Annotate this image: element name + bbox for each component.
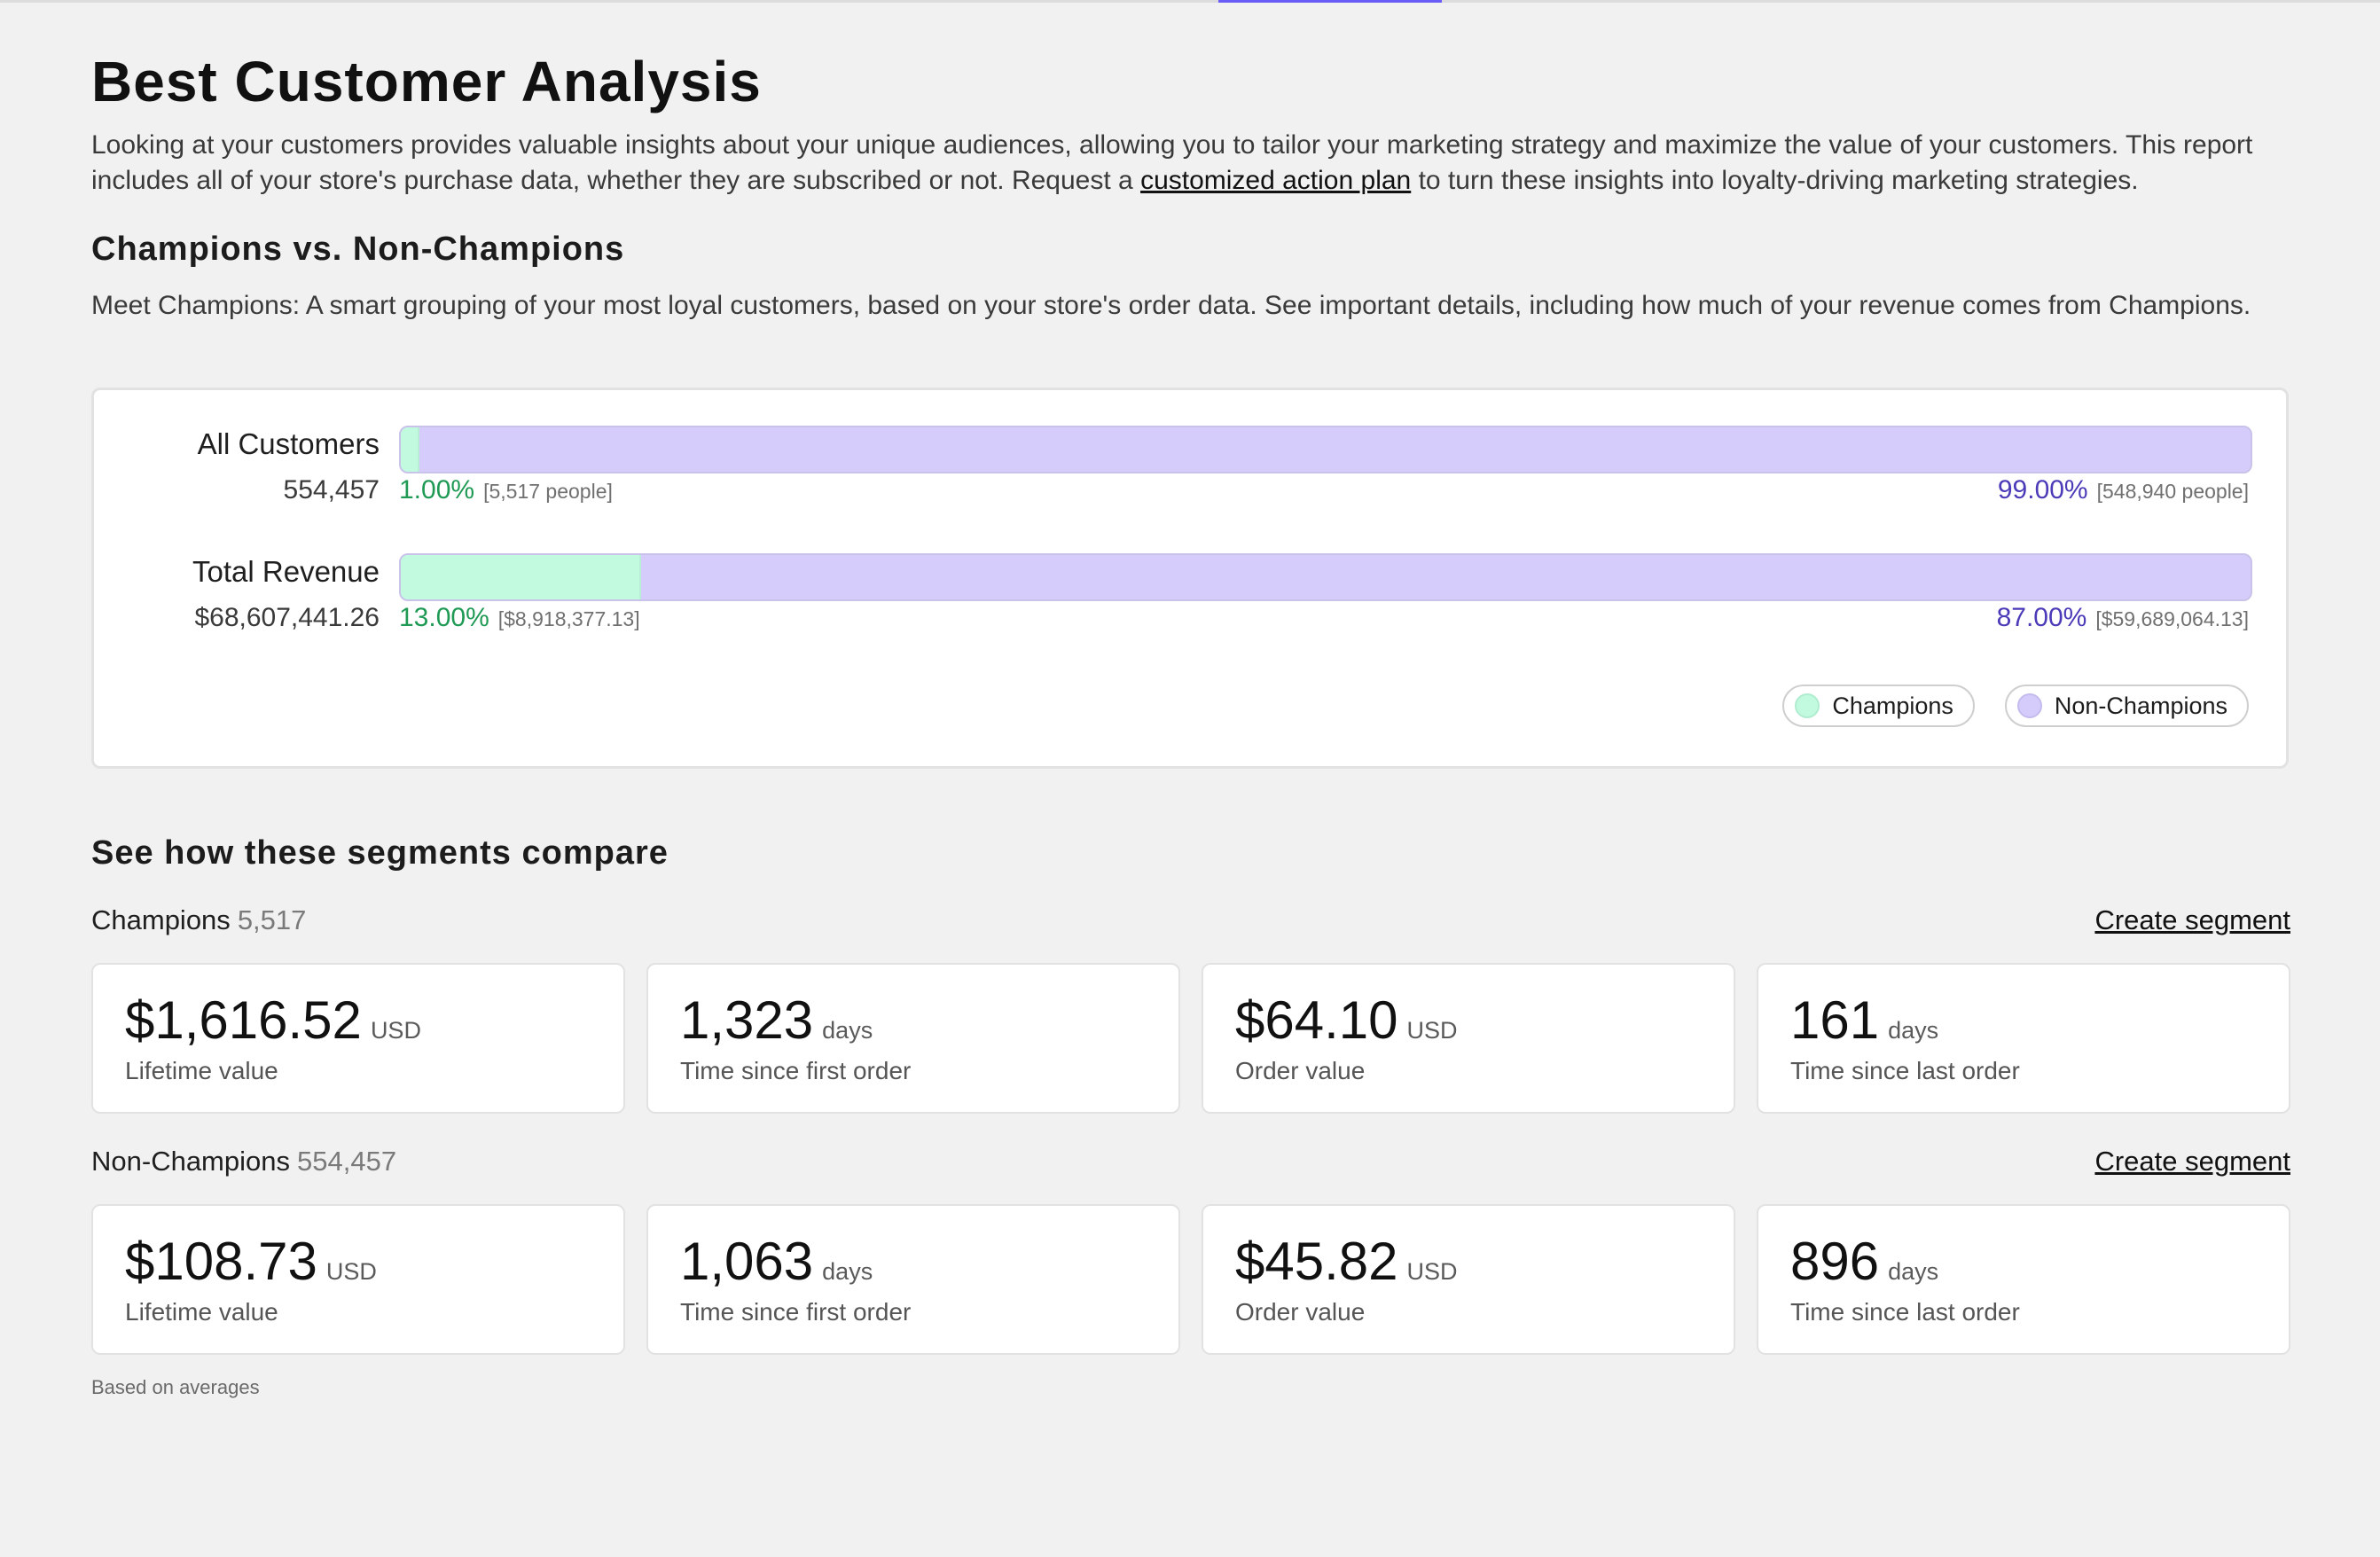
chart-legend: Champions Non-Champions — [1782, 685, 2249, 727]
non-champions-percent: 87.00% — [1996, 603, 2087, 632]
metric-card: 896 days Time since last order — [1757, 1204, 2290, 1355]
non-champions-revenue: [$59,689,064.13] — [2095, 607, 2249, 630]
total-revenue-bar — [399, 553, 2252, 601]
metric-card: $64.10 USD Order value — [1202, 963, 1735, 1114]
metric-value: 896 — [1790, 1232, 1880, 1291]
metric-label: Time since first order — [680, 1057, 912, 1084]
metric-value: $64.10 — [1235, 990, 1398, 1050]
metric-label: Time since last order — [1790, 1298, 2020, 1326]
metric-value: 1,063 — [680, 1232, 814, 1291]
all-customers-champions-fill — [401, 427, 419, 472]
page-title: Best Customer Analysis — [91, 50, 762, 113]
total-revenue-non-champions-share: 87.00% [$59,689,064.13] — [1997, 603, 2249, 633]
total-revenue-total: $68,607,441.26 — [194, 603, 380, 632]
total-revenue-champions-fill — [401, 555, 642, 599]
metric-card: $108.73 USD Lifetime value — [91, 1204, 625, 1355]
legend-champions[interactable]: Champions — [1782, 685, 1975, 727]
champions-people: [5,517 people] — [483, 480, 613, 503]
customized-action-plan-link[interactable]: customized action plan — [1140, 166, 1412, 195]
segment-name: Champions — [91, 904, 231, 935]
metric-unit: days — [822, 1258, 873, 1285]
all-customers-bar — [399, 426, 2252, 473]
metric-unit: days — [822, 1017, 873, 1044]
metric-unit: days — [1888, 1017, 1939, 1044]
segment-name: Non-Champions — [91, 1146, 290, 1177]
compare-heading: See how these segments compare — [91, 834, 669, 872]
champions-metrics: $1,616.52 USD Lifetime value 1,323 days Ti… — [91, 963, 2290, 1114]
non-champions-percent: 99.00% — [1997, 475, 2088, 505]
active-tab-indicator — [1218, 0, 1442, 3]
segment-count: 5,517 — [237, 904, 307, 935]
metric-value: $45.82 — [1235, 1232, 1398, 1291]
legend-non-champions[interactable]: Non-Champions — [2004, 685, 2249, 727]
legend-non-champions-label: Non-Champions — [2054, 692, 2227, 719]
metric-card: 1,323 days Time since first order — [646, 963, 1180, 1114]
metric-value: $108.73 — [125, 1232, 317, 1291]
intro-paragraph: Looking at your customers provides valua… — [91, 128, 2290, 199]
metric-label: Order value — [1235, 1057, 1366, 1084]
metric-label: Time since last order — [1790, 1057, 2020, 1084]
non-champions-people: [548,940 people] — [2096, 480, 2249, 503]
report-page: Best Customer Analysis Looking at your c… — [91, 46, 2290, 1399]
champions-segment-header: Champions 5,517 Create segment — [91, 904, 2290, 940]
metric-unit: days — [1888, 1258, 1939, 1285]
metric-label: Lifetime value — [125, 1298, 278, 1326]
metric-unit: USD — [1406, 1258, 1458, 1285]
metric-card: $1,616.52 USD Lifetime value — [91, 963, 625, 1114]
metric-card: 1,063 days Time since first order — [646, 1204, 1180, 1355]
create-segment-link[interactable]: Create segment — [2094, 1146, 2290, 1177]
non-champions-swatch-icon — [2016, 693, 2042, 718]
metric-unit: USD — [1406, 1017, 1458, 1044]
intro-text-end: to turn these insights into loyalty-driv… — [1411, 166, 2139, 195]
total-revenue-champions-share: 13.00% [$8,918,377.13] — [399, 603, 640, 633]
metric-value: 161 — [1790, 990, 1880, 1050]
champions-percent: 1.00% — [399, 475, 475, 505]
metric-value: 1,323 — [680, 990, 814, 1050]
champions-description: Meet Champions: A smart grouping of your… — [91, 291, 2251, 320]
intro-text-start: Looking at your customers provides valua… — [91, 130, 2253, 195]
breakdown-card: All Customers 554,457 1.00% [5,517 people… — [91, 387, 2289, 769]
metric-card: $45.82 USD Order value — [1202, 1204, 1735, 1355]
metric-unit: USD — [370, 1017, 421, 1044]
metric-value: $1,616.52 — [125, 990, 362, 1050]
non-champions-segment-header: Non-Champions 554,457 Create segment — [91, 1146, 2290, 1181]
legend-champions-label: Champions — [1832, 692, 1953, 719]
averages-footnote: Based on averages — [91, 1376, 260, 1398]
all-customers-non-champions-share: 99.00% [548,940 people] — [1998, 475, 2249, 505]
metric-label: Order value — [1235, 1298, 1366, 1326]
champions-revenue: [$8,918,377.13] — [497, 607, 640, 630]
metric-card: 161 days Time since last order — [1757, 963, 2290, 1114]
champions-swatch-icon — [1795, 693, 1820, 718]
create-segment-link[interactable]: Create segment — [2094, 904, 2290, 935]
all-customers-total: 554,457 — [283, 475, 380, 505]
segment-count: 554,457 — [297, 1146, 397, 1177]
all-customers-champions-share: 1.00% [5,517 people] — [399, 475, 613, 505]
top-progress-line — [0, 0, 2380, 3]
non-champions-metrics: $108.73 USD Lifetime value 1,063 days Time… — [91, 1204, 2290, 1355]
all-customers-label: All Customers — [197, 427, 380, 460]
metric-label: Time since first order — [680, 1298, 912, 1326]
metric-label: Lifetime value — [125, 1057, 278, 1084]
champions-vs-non-champions-heading: Champions vs. Non-Champions — [91, 231, 625, 268]
total-revenue-label: Total Revenue — [192, 555, 380, 588]
metric-unit: USD — [325, 1258, 377, 1285]
champions-percent: 13.00% — [399, 603, 489, 632]
